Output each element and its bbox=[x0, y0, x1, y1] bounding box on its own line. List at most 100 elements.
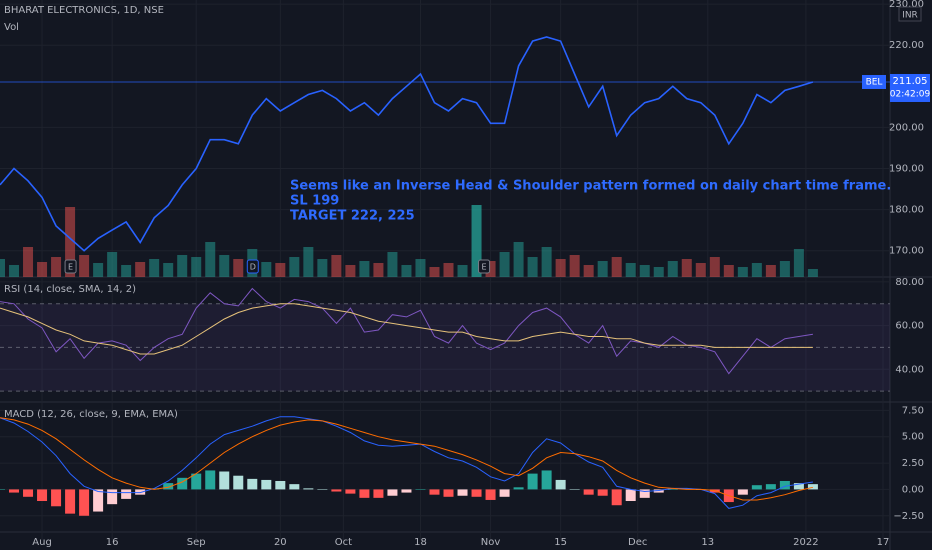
histogram-bar bbox=[373, 489, 384, 498]
event-marker: E bbox=[68, 263, 73, 272]
y-tick-label: 0.00 bbox=[902, 484, 924, 495]
volume-bar bbox=[51, 257, 62, 277]
macd-line bbox=[0, 417, 814, 501]
histogram-bar bbox=[429, 489, 440, 495]
histogram-bar bbox=[415, 489, 426, 490]
histogram-bar bbox=[639, 489, 650, 498]
y-tick-label: 200.00 bbox=[889, 122, 924, 133]
histogram-bar bbox=[583, 489, 594, 495]
volume-bar bbox=[79, 255, 90, 277]
volume-bar bbox=[779, 261, 790, 277]
histogram-bar bbox=[233, 475, 244, 490]
histogram-bar bbox=[205, 470, 216, 490]
x-tick-label: 15 bbox=[554, 537, 567, 548]
y-tick-label: 5.00 bbox=[902, 432, 924, 443]
histogram-bar bbox=[359, 489, 370, 498]
histogram-bar bbox=[275, 480, 286, 490]
volume-bar bbox=[513, 242, 524, 277]
y-tick-label: 170.00 bbox=[889, 246, 924, 257]
volume-bar bbox=[709, 257, 720, 277]
histogram-bar bbox=[667, 489, 678, 490]
volume-bar bbox=[303, 247, 314, 277]
volume-bar bbox=[429, 267, 440, 277]
volume-bar bbox=[485, 261, 496, 277]
histogram-bar bbox=[261, 479, 272, 490]
symbol-tag-box bbox=[862, 74, 886, 89]
volume-bar bbox=[611, 257, 622, 277]
volume-bar bbox=[317, 259, 328, 277]
y-tick-label: 60.00 bbox=[895, 321, 924, 332]
histogram-bar bbox=[387, 489, 398, 496]
histogram-bar bbox=[121, 489, 132, 499]
volume-bar bbox=[569, 255, 580, 277]
volume-bar bbox=[107, 252, 118, 277]
event-marker-box bbox=[478, 259, 491, 274]
histogram-bar bbox=[555, 479, 566, 490]
volume-bar bbox=[0, 259, 5, 277]
histogram-bar bbox=[0, 489, 5, 490]
y-tick-label: 80.00 bbox=[895, 277, 924, 288]
volume-bar bbox=[233, 259, 244, 277]
volume-bar bbox=[9, 265, 20, 277]
currency-box[interactable] bbox=[898, 6, 922, 22]
y-tick-label: −2.50 bbox=[893, 511, 924, 522]
histogram-bar bbox=[471, 489, 482, 497]
event-marker: E bbox=[482, 263, 487, 272]
histogram-bar bbox=[331, 489, 342, 492]
x-tick-label: 20 bbox=[274, 537, 287, 548]
x-tick-label: 16 bbox=[106, 537, 119, 548]
volume-bar bbox=[275, 263, 286, 277]
countdown: 02:42:09 bbox=[890, 89, 931, 99]
histogram-bar bbox=[611, 489, 622, 506]
volume-bar bbox=[331, 255, 342, 277]
histogram-bar bbox=[401, 489, 412, 493]
volume-bar bbox=[807, 269, 818, 277]
volume-bar bbox=[205, 242, 216, 277]
histogram-bar bbox=[345, 489, 356, 494]
volume-bar bbox=[163, 263, 174, 277]
x-tick-label: Nov bbox=[481, 537, 501, 548]
histogram-bar bbox=[135, 489, 146, 495]
y-tick-label: 230.00 bbox=[889, 0, 924, 10]
volume-bar bbox=[93, 263, 104, 277]
volume-bar bbox=[37, 262, 48, 277]
volume-bar bbox=[583, 265, 594, 277]
volume-bar bbox=[597, 261, 608, 277]
volume-bar bbox=[415, 259, 426, 277]
volume-bar bbox=[387, 252, 398, 277]
histogram-bar bbox=[779, 480, 790, 490]
rsi-line bbox=[0, 303, 813, 355]
annotation-line: Seems like an Inverse Head & Shoulder pa… bbox=[290, 179, 891, 194]
volume-bar bbox=[737, 267, 748, 277]
volume-bar bbox=[471, 205, 482, 277]
volume-bar bbox=[359, 261, 370, 277]
y-tick-label: 40.00 bbox=[895, 364, 924, 375]
histogram-bar bbox=[737, 489, 748, 495]
x-tick-label: 18 bbox=[414, 537, 427, 548]
volume-bar bbox=[443, 263, 454, 277]
price-line bbox=[0, 36, 814, 252]
y-tick-label: 180.00 bbox=[889, 205, 924, 216]
volume-bar bbox=[499, 252, 510, 277]
histogram-bar bbox=[247, 478, 258, 490]
volume-bar bbox=[191, 257, 202, 277]
histogram-bar bbox=[219, 471, 230, 490]
volume-bar bbox=[695, 263, 706, 277]
y-tick-label: 7.50 bbox=[902, 405, 924, 416]
volume-bar bbox=[401, 265, 412, 277]
histogram-bar bbox=[93, 489, 104, 512]
volume-bar bbox=[23, 247, 34, 277]
macd-title: MACD (12, 26, close, 9, EMA, EMA) bbox=[4, 409, 178, 420]
price-tag: 211.05 bbox=[893, 76, 928, 87]
volume-bar bbox=[373, 263, 384, 277]
x-tick-label: Dec bbox=[628, 537, 647, 548]
histogram-bar bbox=[513, 487, 524, 490]
histogram-bar bbox=[625, 489, 636, 502]
volume-bar bbox=[765, 265, 776, 277]
symbol-tag: BEL bbox=[866, 77, 883, 87]
volume-bar bbox=[541, 247, 552, 277]
histogram-bar bbox=[191, 473, 202, 490]
currency[interactable]: INR bbox=[902, 11, 918, 21]
